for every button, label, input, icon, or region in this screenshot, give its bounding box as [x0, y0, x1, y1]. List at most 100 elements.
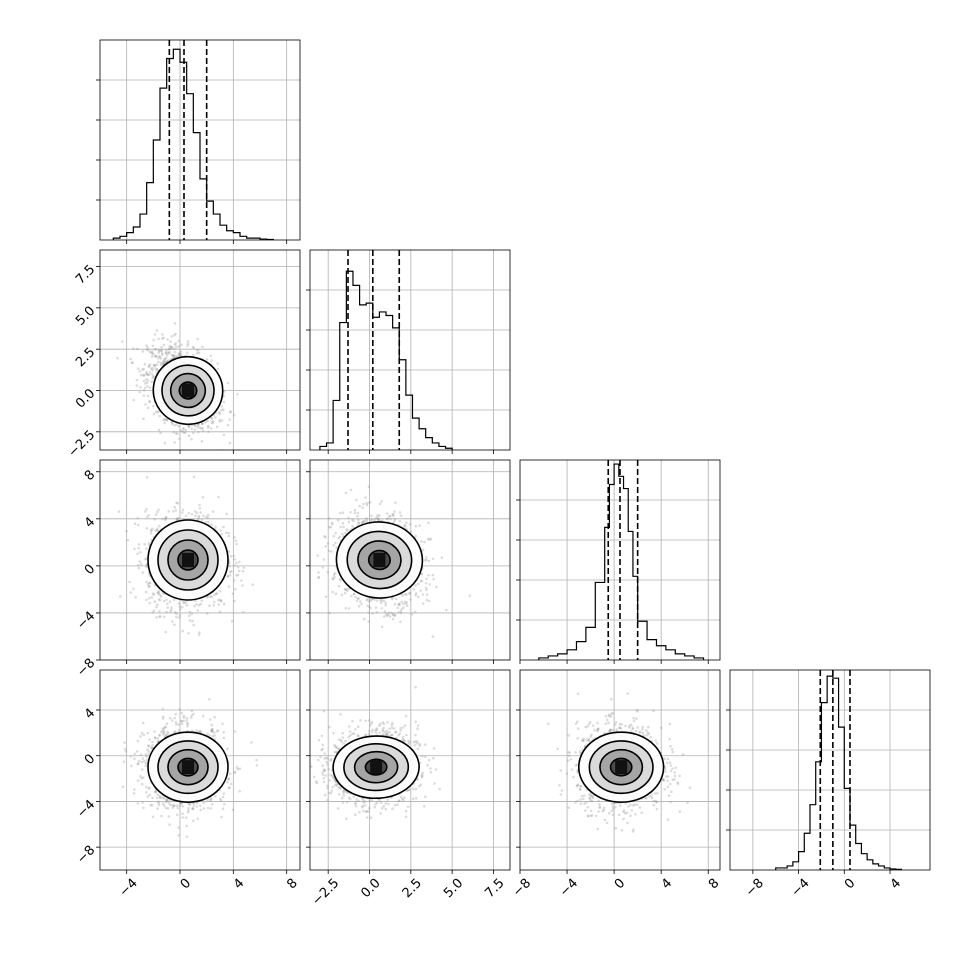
scatter-point — [233, 564, 237, 567]
scatter-point — [223, 390, 226, 393]
scatter-point — [196, 609, 200, 612]
scatter-point — [324, 595, 328, 598]
scatter-point — [151, 375, 155, 378]
scatter-point — [151, 611, 154, 614]
scatter-point — [124, 750, 128, 753]
scatter-point — [191, 807, 194, 810]
scatter-point — [382, 615, 386, 618]
scatter-point — [233, 599, 236, 603]
scatter-point — [199, 511, 202, 514]
scatter-point — [157, 598, 161, 601]
scatter-point — [170, 608, 173, 612]
scatter-point — [148, 738, 151, 741]
scatter-point — [151, 527, 154, 530]
scatter-point — [172, 354, 176, 358]
scatter-point — [188, 614, 191, 618]
scatter-point — [231, 592, 235, 595]
scatter-point — [178, 437, 181, 441]
scatter-point — [370, 514, 373, 518]
scatter-point — [157, 348, 161, 352]
scatter-point — [153, 600, 157, 603]
scatter-point — [141, 368, 144, 371]
scatter-point — [154, 355, 157, 358]
scatter-point — [192, 353, 195, 357]
scatter-point — [169, 803, 172, 807]
scatter-point — [193, 424, 197, 428]
scatter-point — [403, 592, 407, 596]
scatter-point — [123, 747, 127, 751]
scatter-point — [136, 552, 139, 555]
scatter-point — [154, 367, 157, 370]
scatter-point — [371, 612, 374, 615]
scatter-point — [187, 632, 190, 635]
scatter-point — [227, 531, 231, 535]
scatter-point — [400, 600, 404, 604]
scatter-point — [202, 514, 205, 518]
scatter-point — [206, 513, 210, 517]
scatter-point — [195, 801, 199, 805]
scatter-point — [218, 412, 221, 415]
scatter-point — [158, 414, 161, 418]
scatter-point — [392, 613, 395, 616]
scatter-point — [174, 509, 178, 512]
scatter-point — [206, 426, 210, 429]
scatter-point — [399, 620, 402, 624]
scatter-point — [175, 423, 178, 426]
scatter-point — [339, 579, 342, 582]
scatter-point — [132, 587, 135, 591]
scatter-point — [206, 732, 209, 735]
scatter-point — [227, 550, 231, 553]
scatter-point — [192, 623, 195, 627]
scatter-point — [163, 796, 166, 800]
scatter-point — [393, 602, 397, 606]
scatter-point — [235, 574, 238, 577]
panel-frame — [309, 459, 511, 661]
scatter-point — [420, 579, 424, 583]
scatter-point — [145, 515, 149, 519]
scatter-point — [153, 333, 157, 336]
scatter-point — [146, 748, 149, 751]
histogram-panel-2 — [516, 459, 721, 661]
scatter-point — [147, 373, 151, 377]
scatter-point — [365, 503, 369, 507]
scatter-point — [220, 408, 223, 412]
scatter-point — [169, 345, 173, 349]
scatter-point — [353, 509, 357, 512]
scatter-point — [166, 807, 170, 810]
scatter-point — [147, 365, 151, 368]
scatter-point — [151, 350, 154, 353]
scatter-point — [135, 750, 139, 753]
scatter-point — [363, 519, 367, 523]
scatter-point — [159, 595, 163, 598]
scatter-point — [421, 593, 425, 596]
scatter-point — [152, 609, 156, 612]
scatter-point — [362, 502, 365, 506]
scatter-point — [423, 558, 427, 562]
scatter-point — [389, 517, 392, 521]
scatter-point — [390, 611, 393, 615]
scatter-point — [198, 503, 201, 507]
scatter-point — [137, 566, 141, 570]
scatter-point — [374, 606, 378, 609]
scatter-point — [360, 602, 363, 606]
scatter-point — [140, 562, 143, 566]
scatter-point — [139, 775, 142, 778]
scatter-point — [187, 809, 190, 812]
scatter-point — [182, 714, 186, 718]
scatter-point — [367, 620, 371, 623]
scatter-point — [169, 347, 172, 351]
scatter-point — [150, 351, 153, 355]
scatter-point — [152, 404, 155, 408]
scatter-point — [156, 591, 160, 594]
density-panel-0-3 — [99, 669, 301, 871]
scatter-point — [210, 723, 214, 727]
scatter-point — [386, 517, 389, 520]
scatter-point — [186, 725, 189, 728]
scatter-point — [216, 730, 219, 733]
scatter-point — [398, 602, 401, 605]
scatter-point — [369, 599, 373, 603]
panel-frame — [99, 39, 301, 241]
density-contour — [177, 549, 199, 571]
scatter-point — [191, 807, 195, 810]
scatter-point — [157, 428, 161, 432]
